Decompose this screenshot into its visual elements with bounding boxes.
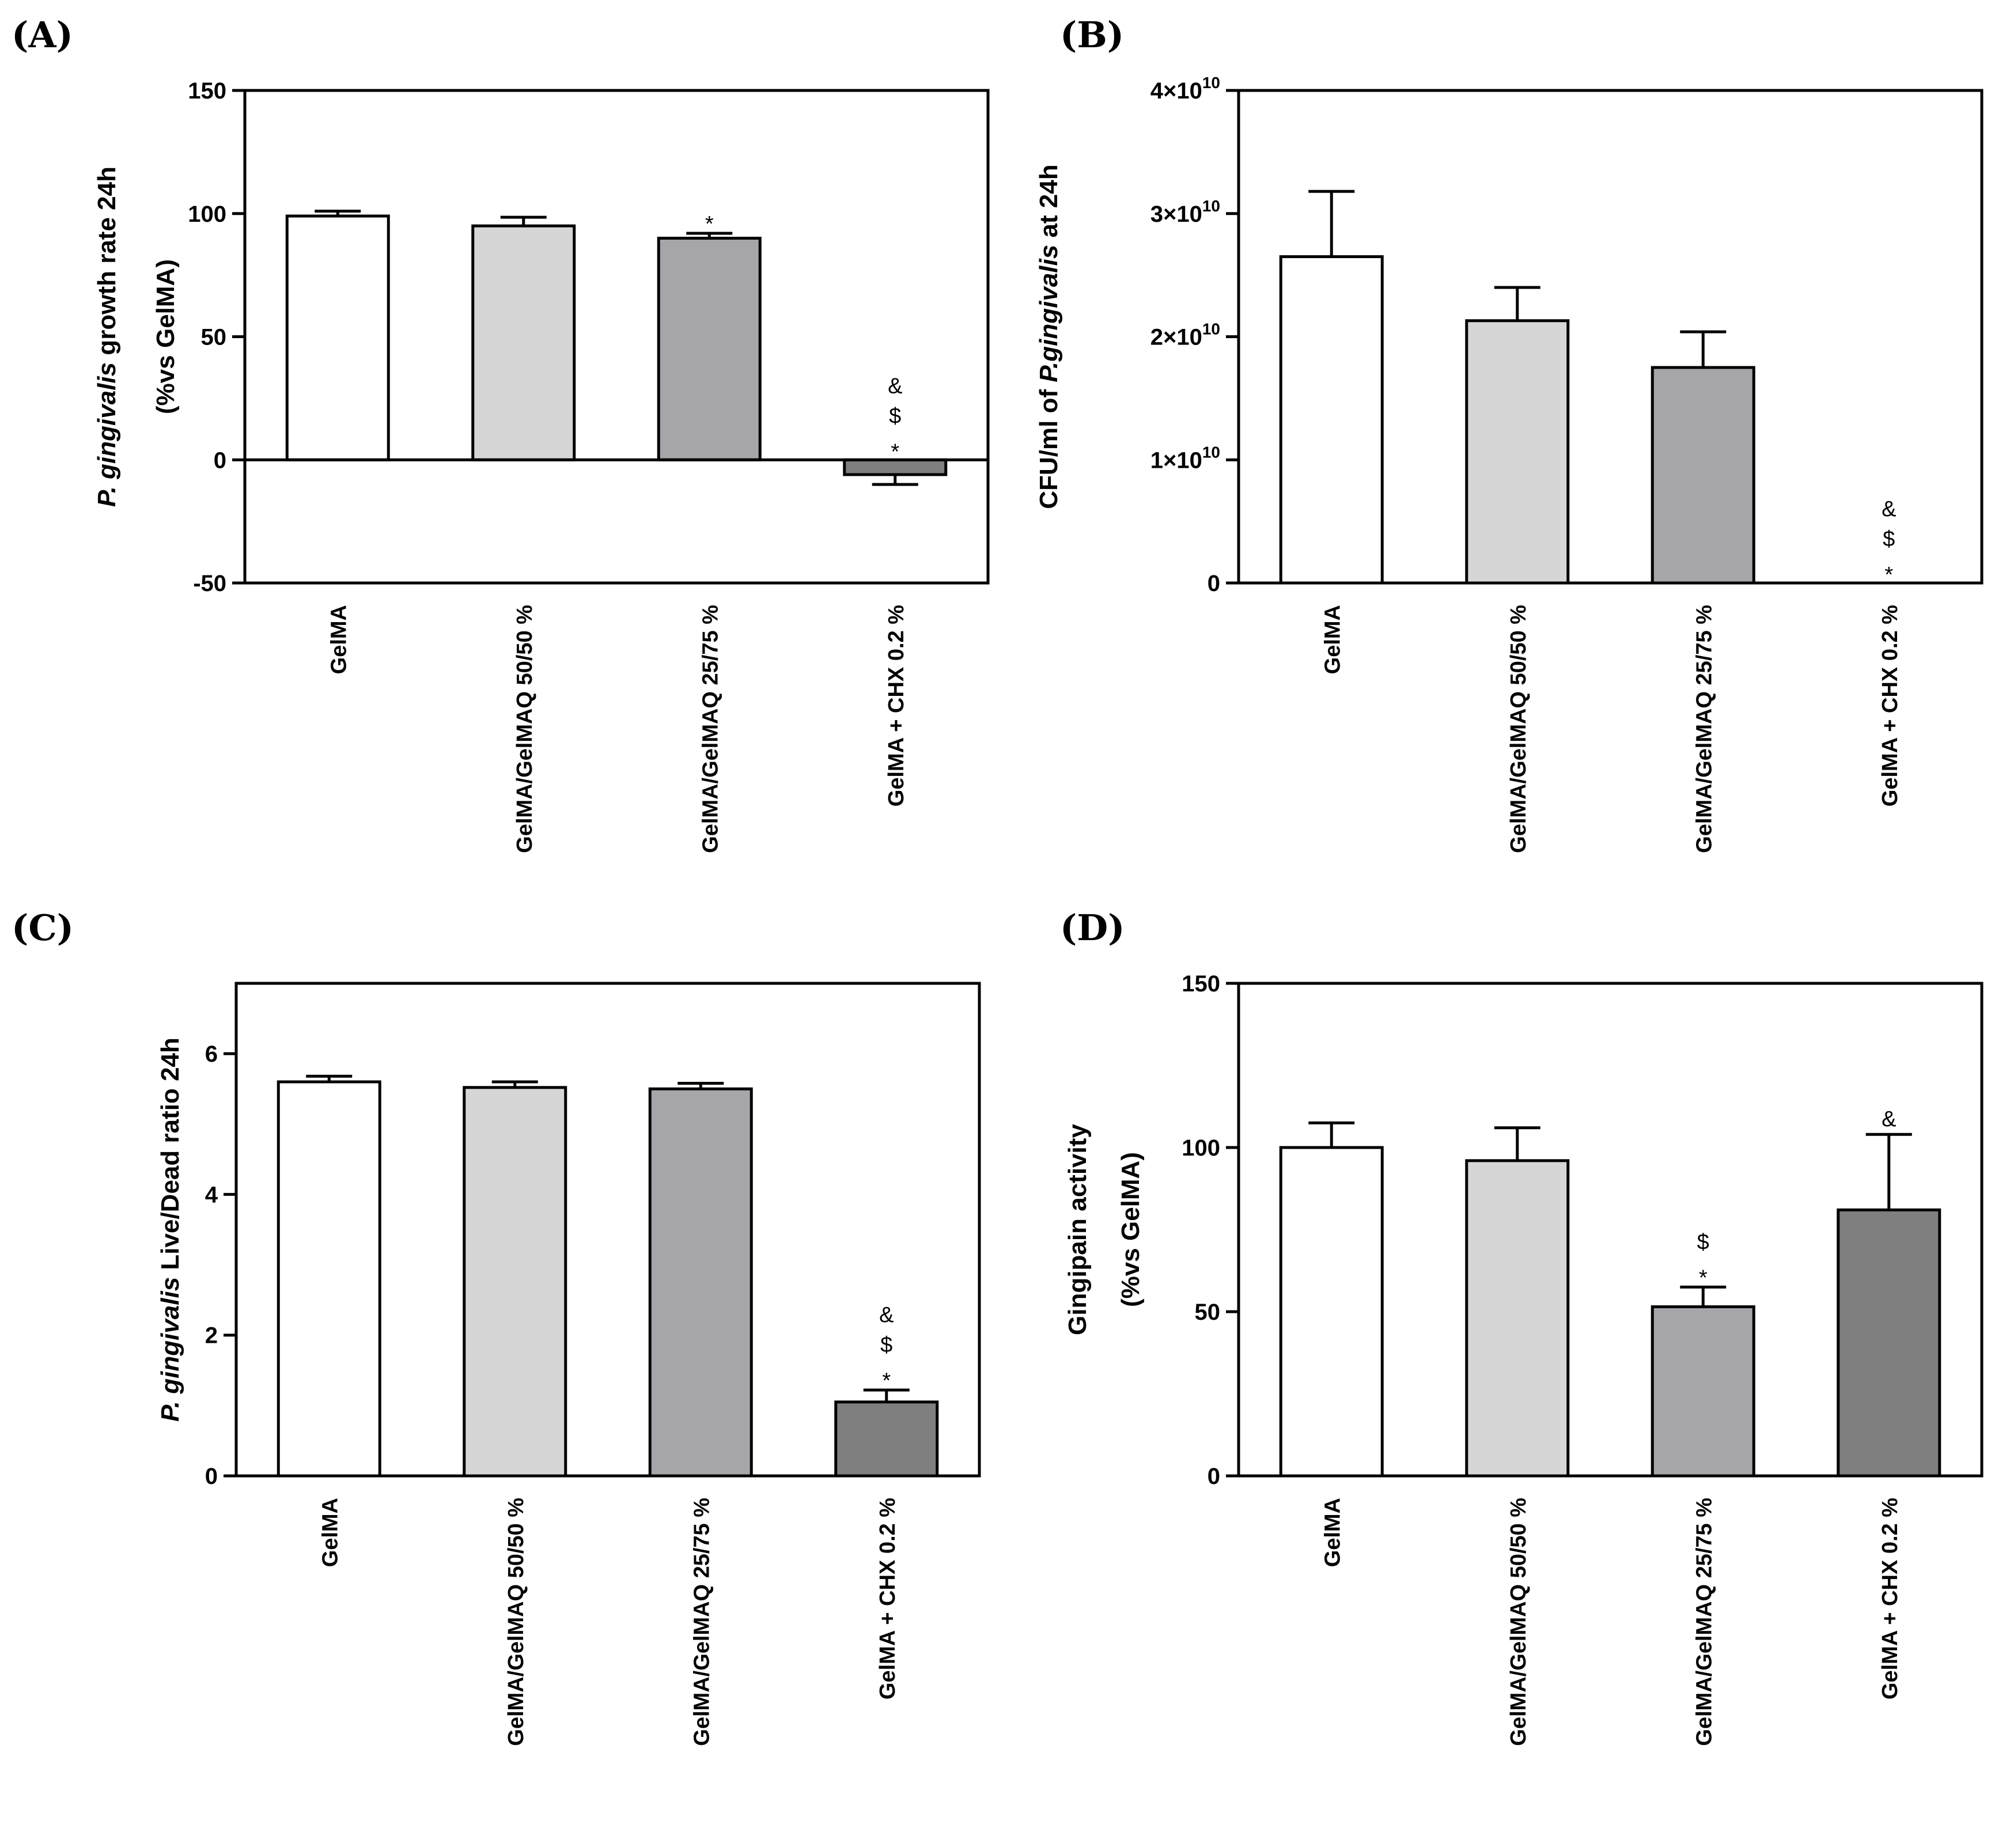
x-category-label: GelMA + CHX 0.2 %: [876, 1498, 900, 1699]
y-tick-label: 0: [1208, 1464, 1220, 1489]
panel-label: (C): [12, 907, 74, 949]
bar: [1465, 319, 1570, 585]
y-tick-label: 2: [205, 1323, 218, 1349]
x-category-label: GelMA/GelMAQ 50/50 %: [504, 1498, 528, 1746]
y-tick-label: -50: [193, 571, 226, 596]
bar: [1279, 1146, 1384, 1478]
bar: [648, 1087, 753, 1478]
y-tick-label: 150: [188, 78, 226, 104]
chart-panel-c: (C) 0 2 4 6 P. gingivalis Live/Dead ratio 24h…: [12, 907, 981, 1746]
y-axis-label: (%vs GelMA): [1116, 1152, 1145, 1307]
y-tick-label: 0: [205, 1464, 218, 1489]
bar: [285, 214, 390, 461]
panel-label: (A): [12, 14, 73, 56]
y-tick-label: 100: [1182, 1135, 1220, 1161]
significance-mark: *: [1699, 1266, 1708, 1290]
x-category-label: GelMA/GelMAQ 50/50 %: [513, 605, 537, 853]
x-category-label: GelMA/GelMAQ 50/50 %: [1507, 605, 1531, 853]
chart-panel-a: (A) -50 0 50 100 150 P. gingivalis growth rate…: [12, 14, 990, 853]
bar: [834, 1400, 939, 1478]
significance-mark: &: [888, 374, 902, 398]
y-tick-label: 6: [205, 1042, 218, 1067]
significance-mark: *: [891, 440, 899, 464]
significance-mark: $: [1697, 1230, 1709, 1254]
plot-frame: [1237, 982, 1984, 1478]
bar: [277, 1080, 381, 1478]
bar: [1465, 1159, 1570, 1478]
x-category-label: GelMA + CHX 0.2 %: [1878, 1498, 1902, 1699]
significance-mark: $: [889, 404, 901, 428]
y-tick-label: 4×1010: [1150, 74, 1220, 104]
y-axis-label: P. gingivalis Live/Dead ratio 24h: [156, 1037, 184, 1422]
y-tick-label: 0: [1208, 571, 1220, 596]
bar: [1279, 255, 1384, 585]
x-category-label: GelMA/GelMAQ 25/75 %: [690, 1498, 714, 1746]
x-category-label: GelMA + CHX 0.2 %: [1878, 605, 1902, 806]
x-category-label: GelMA/GelMAQ 50/50 %: [1507, 1498, 1531, 1746]
x-category-label: GelMA: [1320, 1498, 1345, 1567]
y-tick-label: 0: [214, 448, 226, 473]
significance-mark: &: [879, 1303, 894, 1327]
chart-panel-b: (B) 0 1×1010 2×1010 3×1010 4×1010 CFU/ml of P.…: [1035, 14, 1984, 853]
y-tick-label: 150: [1182, 971, 1220, 997]
x-category-label: GelMA/GelMAQ 25/75 %: [1692, 1498, 1716, 1746]
x-category-label: GelMA/GelMAQ 25/75 %: [698, 605, 722, 853]
y-tick-label: 100: [188, 202, 226, 227]
bar: [1837, 1208, 1941, 1478]
bar: [1651, 1305, 1755, 1478]
significance-mark: $: [880, 1333, 892, 1357]
y-tick-label: 50: [1195, 1300, 1221, 1325]
y-axis-label: CFU/ml of P.gingivalis at 24h: [1035, 164, 1063, 509]
bar: [657, 237, 762, 461]
y-tick-label: 1×1010: [1150, 443, 1220, 473]
x-category-label: GelMA: [327, 605, 351, 674]
x-category-label: GelMA: [318, 1498, 342, 1567]
y-axis-label: P. gingivalis growth rate 24h: [93, 166, 121, 507]
significance-mark: *: [882, 1369, 891, 1393]
bar: [471, 224, 576, 461]
significance-mark: *: [705, 212, 714, 236]
significance-mark: &: [1882, 497, 1896, 521]
y-tick-label: 4: [205, 1182, 218, 1207]
x-category-label: GelMA + CHX 0.2 %: [884, 605, 909, 806]
chart-panel-d: (D) 0 50 100 150 Gingipain activity (%vs GelMA…: [1060, 907, 1984, 1746]
y-tick-label: 2×1010: [1150, 320, 1220, 350]
y-tick-label: 3×1010: [1150, 197, 1220, 227]
x-category-label: GelMA/GelMAQ 25/75 %: [1692, 605, 1716, 853]
y-tick-label: 50: [201, 325, 227, 350]
significance-mark: $: [1883, 527, 1895, 551]
panel-label: (D): [1060, 907, 1125, 949]
y-axis-label: (%vs GelMA): [152, 259, 180, 414]
bar: [1651, 366, 1755, 585]
bar: [463, 1086, 567, 1478]
x-category-label: GelMA: [1320, 605, 1345, 674]
significance-mark: *: [1884, 563, 1893, 587]
significance-mark: &: [1882, 1107, 1896, 1131]
y-axis-label: Gingipain activity: [1063, 1124, 1092, 1335]
panel-label: (B): [1060, 14, 1124, 56]
plot-frame: [234, 982, 981, 1478]
